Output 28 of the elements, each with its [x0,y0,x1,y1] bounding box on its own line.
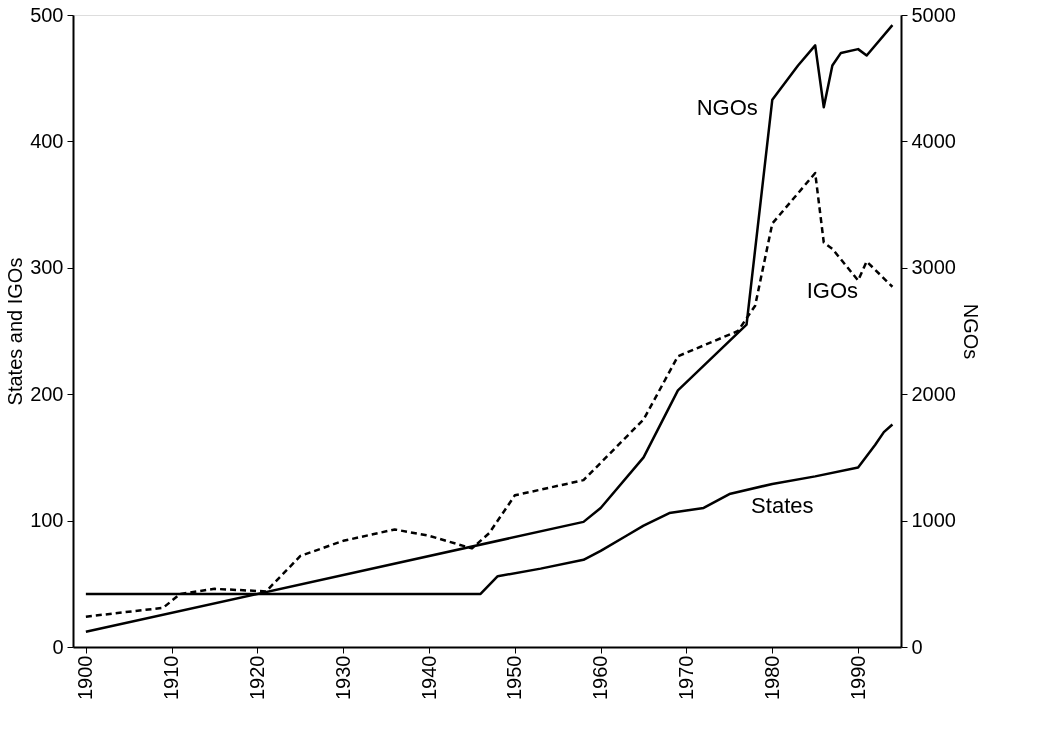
x-tick-label: 1980 [760,655,783,700]
y2-axis-title: NGOs [959,303,982,360]
y-tick-label: 400 [30,129,64,152]
series-label: NGOs [696,94,758,120]
x-tick-label: 1910 [160,655,183,700]
y2-tick-label: 3000 [911,256,956,279]
x-tick-label: 1930 [331,655,354,700]
y2-tick-label: 4000 [911,129,956,152]
series-label: IGOs [806,277,859,303]
y-tick-label: 100 [30,509,64,532]
x-tick-label: 1940 [417,655,440,700]
y-tick-label: 0 [52,635,64,658]
series-label: States [751,492,814,518]
y2-tick-label: 2000 [911,382,956,405]
x-tick-label: 1960 [589,655,612,700]
y-tick-label: 200 [30,382,64,405]
y2-tick-label: 0 [911,635,923,658]
x-tick-label: 1920 [245,655,268,700]
x-tick-label: 1900 [74,655,97,700]
x-tick-label: 1990 [846,655,869,700]
line-series [84,23,894,634]
x-tick-label: 1950 [503,655,526,700]
y2-tick-label: 1000 [911,509,956,532]
y-tick-label: 300 [30,256,64,279]
y-axis-title: States and IGOs [4,257,27,406]
y-tick-label: 500 [30,3,64,26]
y2-tick-label: 5000 [911,3,956,26]
x-tick-label: 1970 [674,655,697,700]
